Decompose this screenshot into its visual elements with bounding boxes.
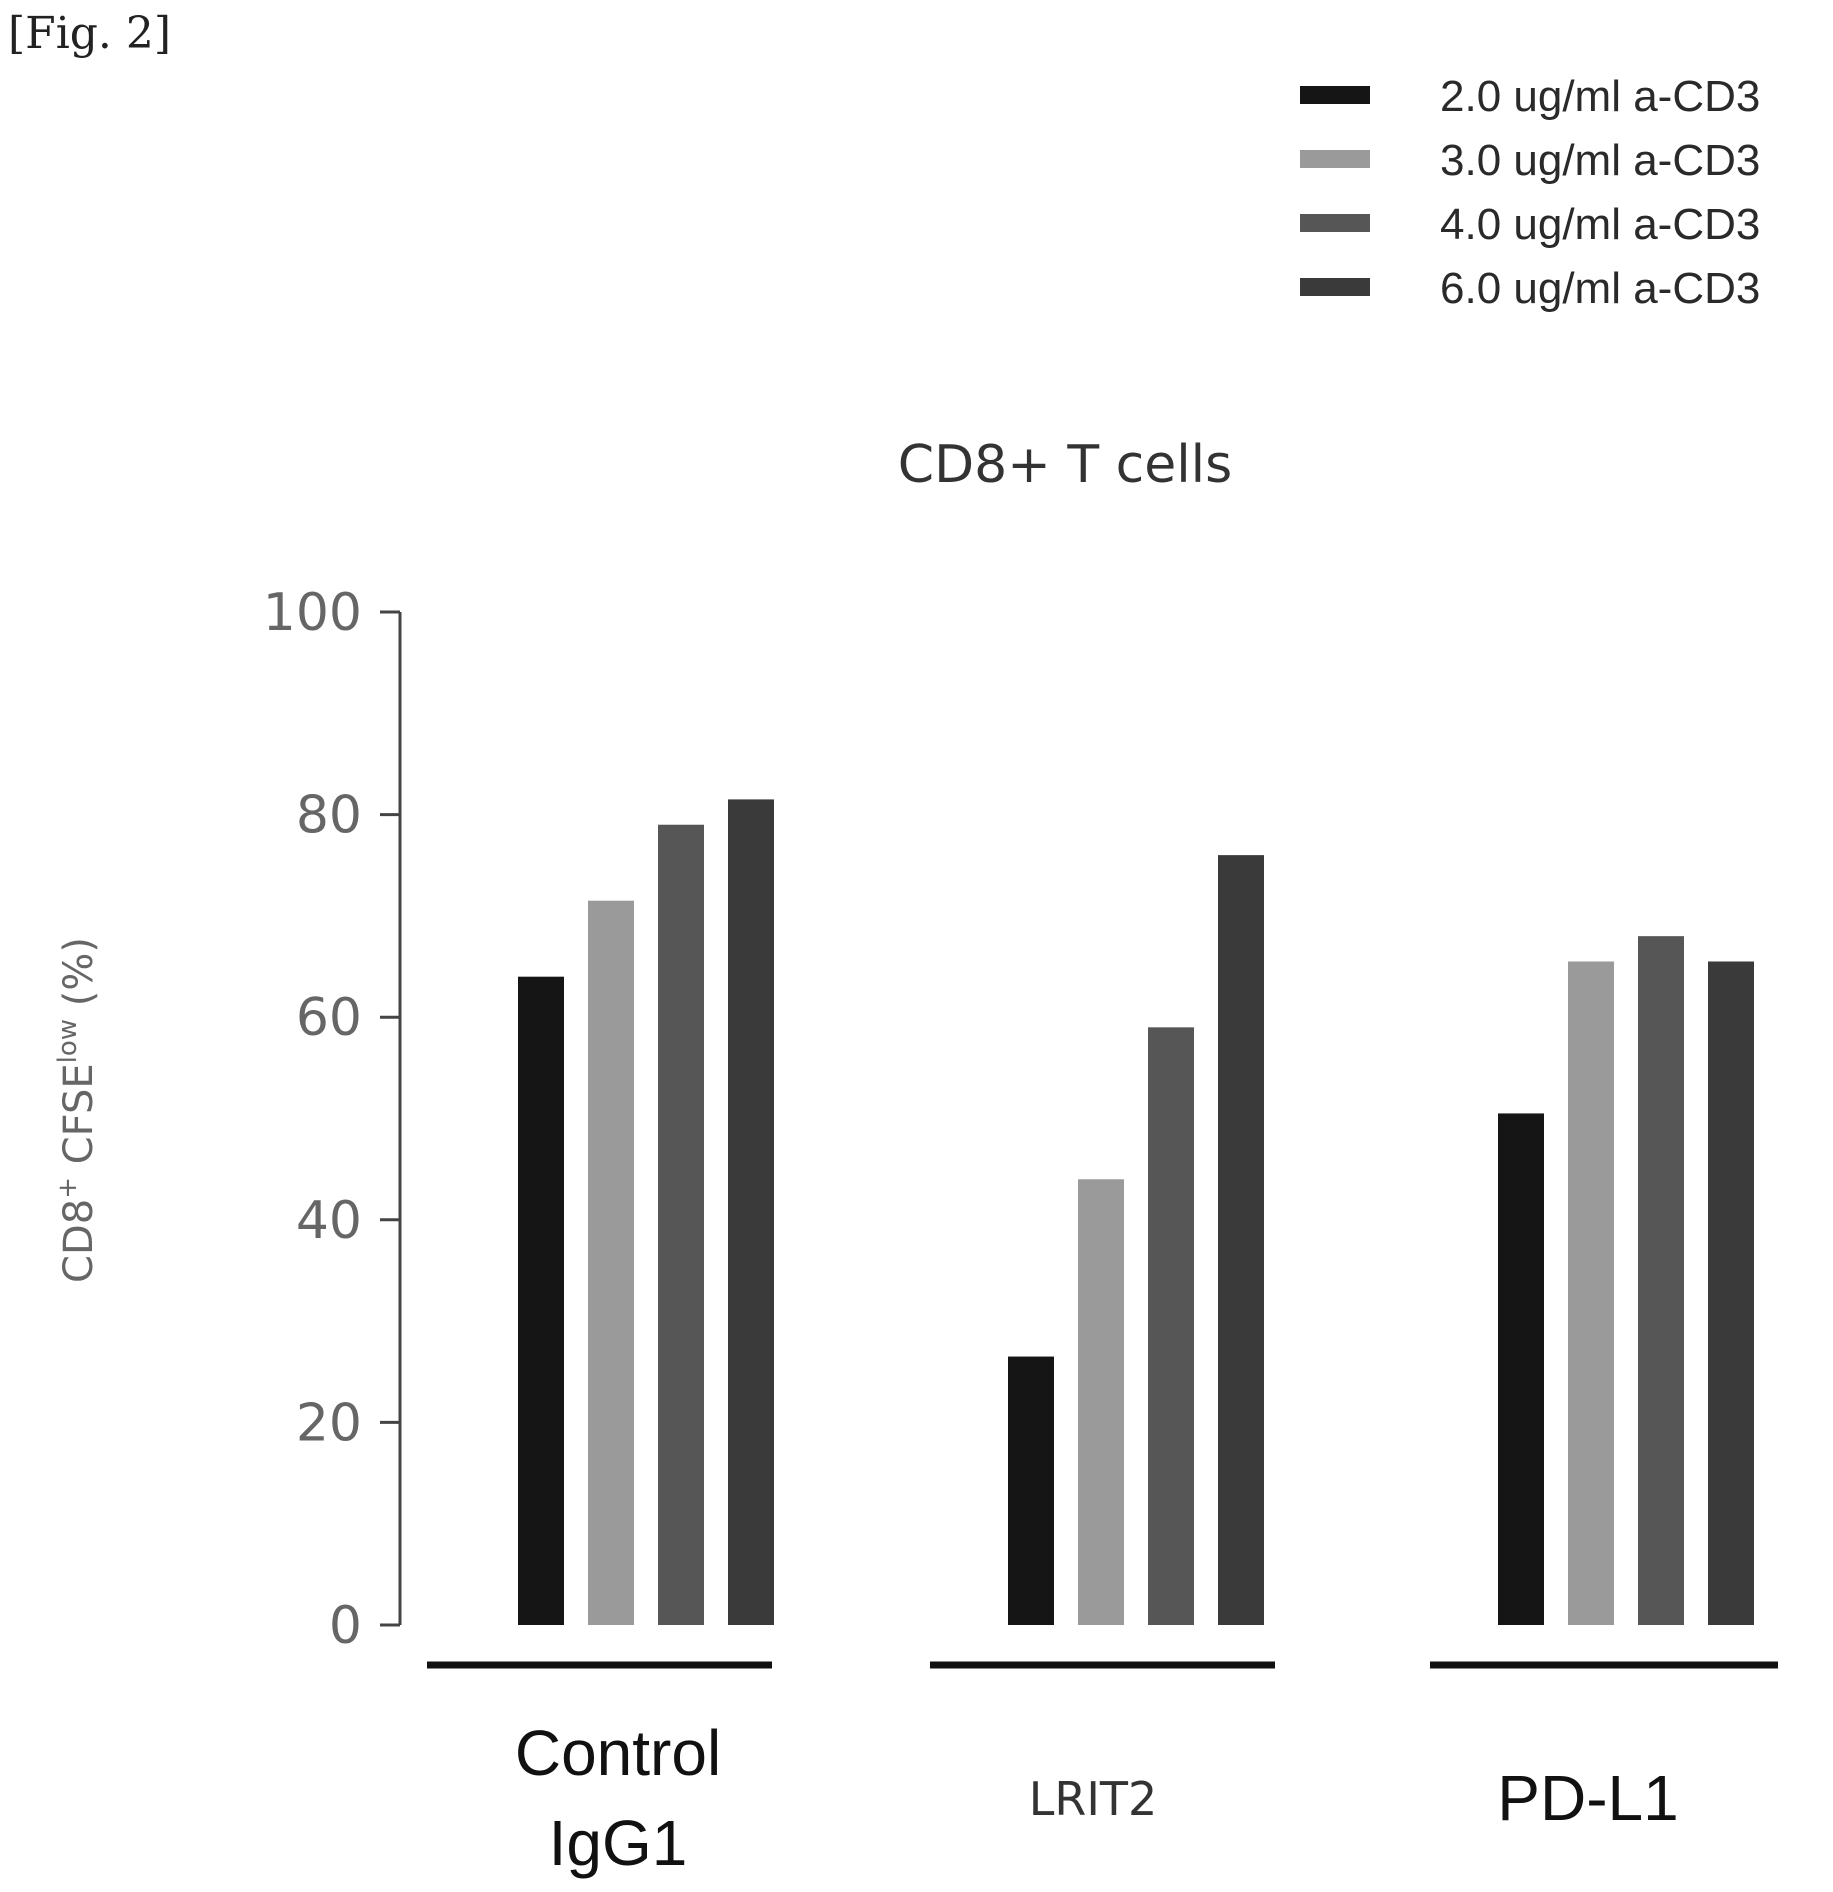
y-tick-label-60: 60 bbox=[296, 988, 362, 1048]
bar-3-3 bbox=[1638, 936, 1684, 1625]
category-label-1-line2: IgG1 bbox=[549, 1807, 688, 1879]
bar-1-3 bbox=[658, 824, 704, 1625]
legend-label-1: 2.0 ug/ml a-CD3 bbox=[1440, 72, 1760, 121]
bar-3-1 bbox=[1498, 1113, 1544, 1625]
legend-label-2: 3.0 ug/ml a-CD3 bbox=[1440, 136, 1760, 185]
bar-1-2 bbox=[588, 900, 634, 1625]
figure-label: [Fig. 2] bbox=[8, 8, 171, 59]
category-labels: Control IgG1 LRIT2 PD-L1 bbox=[515, 1717, 1679, 1879]
legend-label-4: 6.0 ug/ml a-CD3 bbox=[1440, 264, 1760, 313]
chart-title: CD8+ T cells bbox=[898, 435, 1232, 495]
bar-2-1 bbox=[1008, 1356, 1054, 1625]
bar-3-4 bbox=[1708, 961, 1754, 1625]
bar-1-1 bbox=[518, 976, 564, 1625]
legend-swatch-3 bbox=[1300, 214, 1370, 232]
y-tick-label-100: 100 bbox=[263, 583, 362, 643]
y-tick-label-0: 0 bbox=[329, 1596, 362, 1656]
bars bbox=[518, 799, 1754, 1625]
bar-2-2 bbox=[1078, 1179, 1124, 1625]
legend-swatch-2 bbox=[1300, 150, 1370, 168]
y-tick-label-40: 40 bbox=[296, 1191, 362, 1251]
bar-1-4 bbox=[728, 799, 774, 1625]
legend-swatch-4 bbox=[1300, 278, 1370, 296]
category-label-3: PD-L1 bbox=[1497, 1762, 1678, 1834]
legend-swatch-1 bbox=[1300, 86, 1370, 104]
y-axis: 0 20 40 60 80 100 bbox=[263, 583, 402, 1656]
y-tick-label-80: 80 bbox=[296, 786, 362, 846]
bar-2-4 bbox=[1218, 855, 1264, 1625]
category-label-2: LRIT2 bbox=[1029, 1772, 1158, 1826]
bar-3-2 bbox=[1568, 961, 1614, 1625]
legend-label-3: 4.0 ug/ml a-CD3 bbox=[1440, 200, 1760, 249]
y-axis-label: CD8+ CFSElow (%) bbox=[53, 937, 102, 1283]
category-label-1-line1: Control bbox=[515, 1717, 721, 1789]
legend: 2.0 ug/ml a-CD3 3.0 ug/ml a-CD3 4.0 ug/ml … bbox=[1300, 72, 1760, 313]
y-tick-label-20: 20 bbox=[296, 1393, 362, 1453]
bar-2-3 bbox=[1148, 1027, 1194, 1625]
